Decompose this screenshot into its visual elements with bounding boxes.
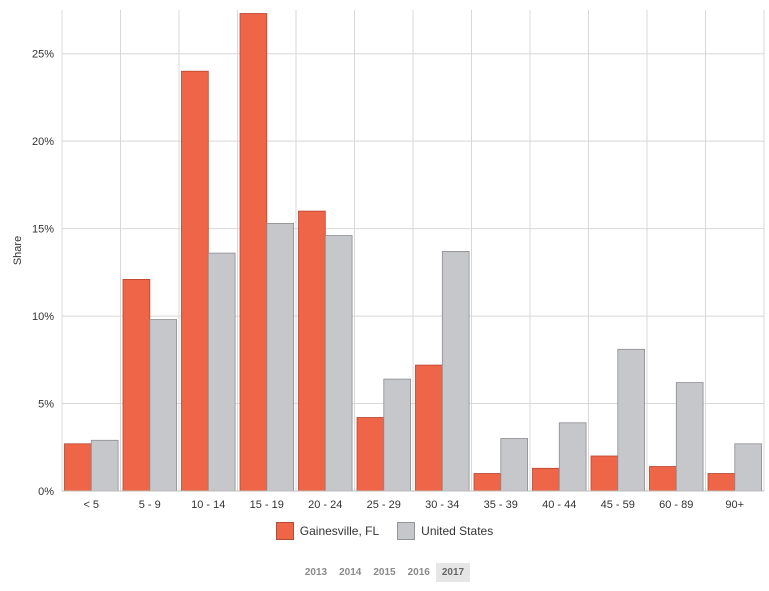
bar-united-states-2 xyxy=(207,252,236,492)
legend-item-gainesville[interactable]: Gainesville, FL xyxy=(275,522,380,540)
bar-gainesville-0 xyxy=(64,443,92,492)
bar-united-states-4 xyxy=(324,235,353,492)
x-tick-label: < 5 xyxy=(83,499,99,511)
bar-united-states-0 xyxy=(90,439,119,492)
legend-label-gainesville: Gainesville, FL xyxy=(299,524,380,538)
bar-gainesville-9 xyxy=(590,455,619,492)
x-tick-label: 45 - 59 xyxy=(601,499,635,511)
x-tick-label: 20 - 24 xyxy=(308,499,342,511)
bar-gainesville-5 xyxy=(356,417,385,492)
x-tick-label: 60 - 89 xyxy=(659,499,693,511)
y-tick-label: 25% xyxy=(32,49,54,61)
bar-gainesville-2 xyxy=(181,70,209,492)
x-tick-label: 5 - 9 xyxy=(139,499,161,511)
year-2015[interactable]: 2015 xyxy=(373,567,396,578)
y-tick-label: 10% xyxy=(32,311,54,323)
year-2013[interactable]: 2013 xyxy=(304,567,328,578)
bar-gainesville-6 xyxy=(415,364,443,492)
bar-united-states-6 xyxy=(441,250,470,492)
bar-gainesville-3 xyxy=(239,13,268,492)
y-axis-label: Share xyxy=(12,236,24,265)
year-2014[interactable]: 2014 xyxy=(339,567,362,578)
x-tick-label: 40 - 44 xyxy=(542,499,576,511)
chart-legend: Gainesville, FL United States xyxy=(0,522,769,540)
x-tick-label: 25 - 29 xyxy=(367,499,401,511)
bar-united-states-11 xyxy=(734,443,762,492)
x-tick-label: 35 - 39 xyxy=(484,499,518,511)
bar-united-states-5 xyxy=(383,378,411,492)
x-tick-label: 10 - 14 xyxy=(191,499,225,511)
bar-united-states-8 xyxy=(558,422,587,492)
bar-gainesville-8 xyxy=(532,467,560,492)
legend-label-united-states: United States xyxy=(421,524,494,538)
legend-swatch-united-states xyxy=(397,522,416,540)
year-selector: 2013 2014 2015 2016 2017 xyxy=(0,563,769,582)
legend-item-united-states[interactable]: United States xyxy=(397,522,493,540)
y-tick-label: 15% xyxy=(32,224,54,236)
bar-united-states-9 xyxy=(617,348,645,492)
year-2016[interactable]: 2016 xyxy=(407,567,430,578)
bar-gainesville-1 xyxy=(122,278,151,492)
x-tick-label: 30 - 34 xyxy=(425,499,459,511)
bar-gainesville-11 xyxy=(707,473,736,492)
y-tick-label: 5% xyxy=(38,399,54,411)
bar-chart: 0% 5% 10% 15% 20% 25% Share < 5 5 - 9 10 - 14 15 -… xyxy=(12,10,765,511)
y-tick-label: 20% xyxy=(32,136,54,148)
bar-united-states-3 xyxy=(266,222,294,492)
y-tick-label: 0% xyxy=(38,486,54,498)
bar-united-states-1 xyxy=(149,319,178,492)
bar-united-states-10 xyxy=(675,382,704,492)
x-tick-label: 90+ xyxy=(725,499,744,511)
bar-gainesville-7 xyxy=(473,473,502,492)
year-2017[interactable]: 2017 xyxy=(435,563,471,582)
x-tick-label: 15 - 19 xyxy=(250,499,284,511)
bar-gainesville-10 xyxy=(649,466,677,492)
bar-united-states-7 xyxy=(500,438,528,492)
bar-gainesville-4 xyxy=(298,210,326,492)
legend-swatch-gainesville xyxy=(275,522,294,540)
